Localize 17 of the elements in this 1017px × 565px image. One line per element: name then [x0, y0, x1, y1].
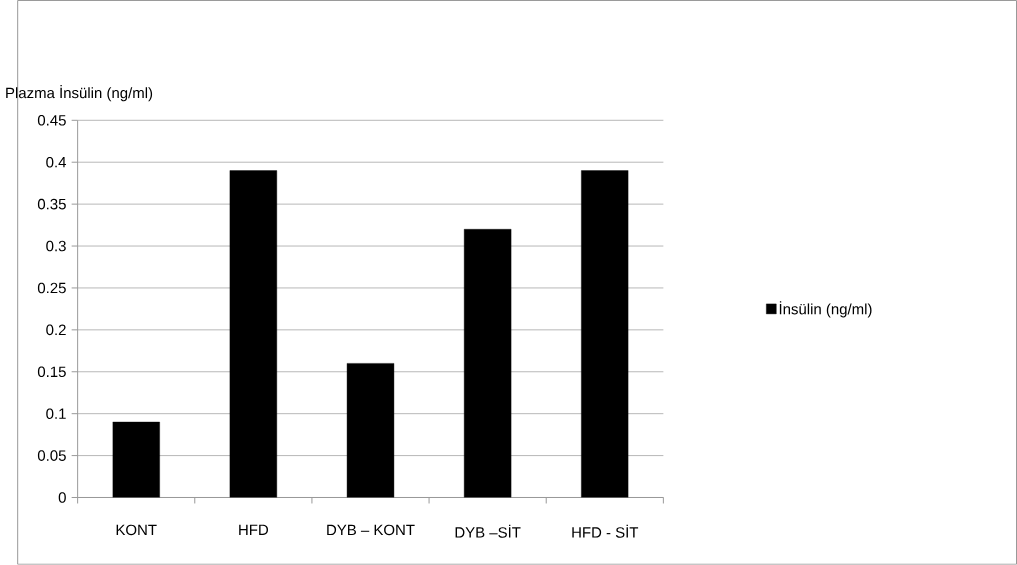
y-tick-label: 0.3 [46, 240, 66, 252]
y-tick-label: 0.4 [46, 157, 67, 168]
x-tick-label: KONT [116, 524, 157, 536]
y-tick-label: 0 [58, 492, 66, 503]
y-tick-label: 0.35 [37, 198, 66, 210]
x-tick-label: DYB – KONT [327, 524, 415, 536]
x-tick-label: DYB –SİT [455, 524, 521, 538]
y-tick-label: 0.2 [46, 324, 66, 336]
x-tick-label: HFD - SİT [572, 524, 639, 538]
chart-title: Plazma İnsülin (ng/ml) [6, 85, 153, 102]
y-tick-label: 0.05 [37, 450, 66, 461]
y-tick-label: 0.25 [37, 282, 66, 294]
y-tick-label: 0.15 [37, 366, 66, 378]
x-tick-label: HFD [239, 524, 269, 536]
legend-label: İnsülin (ng/ml) [779, 301, 872, 318]
y-tick-label: 0.1 [46, 408, 66, 420]
y-tick-label: 0.45 [37, 115, 66, 126]
